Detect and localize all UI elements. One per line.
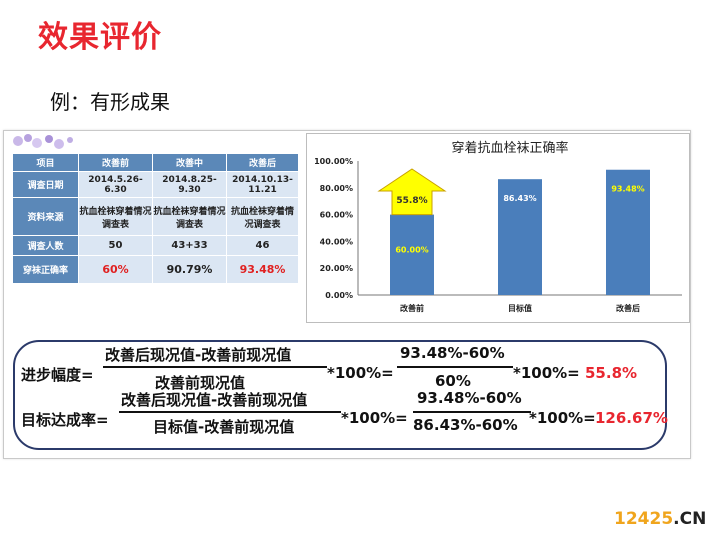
table-header-row: 项目 改善前 改善中 改善后 — [12, 153, 299, 172]
y-tick-label: 0.00% — [325, 291, 353, 300]
table-cell: 抗血栓袜穿着情况调查表 — [152, 197, 227, 236]
table-header: 项目 — [12, 153, 79, 172]
site-watermark: 12425.CN — [614, 509, 706, 529]
formula2-numerator: 改善后现况值-改善前现况值 — [121, 391, 308, 409]
table-cell: 60% — [78, 255, 153, 284]
formula2-fraction-line — [119, 411, 341, 413]
table-cell: 46 — [226, 235, 299, 256]
formula2-denominator: 目标值-改善前现况值 — [153, 418, 295, 436]
table-cell: 2014.5.26-6.30 — [78, 171, 153, 198]
row-label: 资料来源 — [12, 197, 79, 236]
row-label: 调查日期 — [12, 171, 79, 198]
content-panel: 项目 改善前 改善中 改善后 调查日期 2014.5.26-6.30 2014.… — [3, 130, 691, 459]
table-row: 资料来源 抗血栓袜穿着情况调查表 抗血栓袜穿着情况调查表 抗血栓袜穿着情况调查表 — [12, 197, 299, 236]
x-tick-label: 改善前 — [400, 303, 424, 313]
formula1-label: 进步幅度= — [21, 366, 94, 384]
watermark-number: 12425 — [614, 509, 674, 529]
formula2-multiply: *100%= — [341, 409, 408, 427]
formula1-numerator: 改善后现况值-改善前现况值 — [105, 346, 292, 364]
y-tick-label: 80.00% — [320, 184, 353, 193]
formula1-result: 55.8% — [585, 364, 638, 382]
table-header: 改善中 — [152, 153, 227, 172]
table-cell: 90.79% — [152, 255, 227, 284]
bar — [390, 214, 434, 295]
formula1-multiply2: *100%= — [513, 364, 580, 382]
formula1-multiply: *100%= — [327, 364, 394, 382]
formula2-label: 目标达成率= — [21, 411, 109, 429]
watermark-domain: .CN — [673, 509, 707, 529]
table-header: 改善后 — [226, 153, 299, 172]
table-row: 调查人数 50 43+33 46 — [12, 235, 299, 256]
x-tick-label: 改善后 — [616, 303, 640, 313]
floral-decoration-icon — [13, 134, 73, 149]
y-tick-label: 100.00% — [314, 157, 353, 166]
formula2-fraction-line2 — [413, 411, 531, 413]
page-title: 效果评价 — [38, 20, 162, 55]
table-cell: 43+33 — [152, 235, 227, 256]
chart-title: 穿着抗血栓袜正确率 — [451, 140, 568, 156]
x-tick-label: 目标值 — [508, 303, 532, 313]
table-row: 穿袜正确率 60% 90.79% 93.48% — [12, 255, 299, 284]
table-cell: 抗血栓袜穿着情况调查表 — [226, 197, 299, 236]
formula-box: 进步幅度= 改善后现况值-改善前现况值 改善前现况值 *100%= 93.48%… — [13, 340, 668, 450]
table-cell: 抗血栓袜穿着情况调查表 — [78, 197, 153, 236]
bar — [606, 169, 650, 295]
table-cell: 2014.8.25-9.30 — [152, 171, 227, 198]
formula2-denominator2: 86.43%-60% — [413, 416, 518, 434]
formula1-fraction-line2 — [397, 366, 513, 368]
improvement-arrow — [377, 168, 447, 216]
table-row: 调查日期 2014.5.26-6.30 2014.8.25-9.30 2014.… — [12, 171, 299, 198]
chart-frame — [306, 133, 690, 323]
y-tick-label: 40.00% — [320, 237, 353, 246]
table-cell: 2014.10.13-11.21 — [226, 171, 299, 198]
formula1-numerator2: 93.48%-60% — [400, 344, 505, 362]
page-subtitle: 例：有形成果 — [50, 90, 170, 114]
bar-chart: 穿着抗血栓袜正确率 0.00% 20.00% 40.00% 60.00% 80.00% 10… — [314, 140, 682, 313]
table-cell: 50 — [78, 235, 153, 256]
formula2-multiply2: *100%= — [529, 409, 596, 427]
bar — [498, 179, 542, 295]
formula1-denominator2: 60% — [435, 372, 471, 390]
data-label: 93.48% — [611, 185, 644, 194]
y-tick-label: 60.00% — [320, 211, 353, 220]
row-label: 穿袜正确率 — [12, 255, 79, 284]
arrow-label: 55.8% — [396, 196, 427, 206]
survey-table: 项目 改善前 改善中 改善后 调查日期 2014.5.26-6.30 2014.… — [12, 153, 299, 284]
formula1-denominator: 改善前现况值 — [155, 374, 246, 392]
formula2-result: 126.67% — [595, 409, 668, 427]
table-header: 改善前 — [78, 153, 153, 172]
data-label: 86.43% — [503, 194, 536, 203]
y-tick-label: 20.00% — [320, 264, 353, 273]
formula2-numerator2: 93.48%-60% — [417, 389, 522, 407]
formula1-fraction-line — [103, 366, 327, 368]
data-label: 60.00% — [395, 246, 428, 255]
table-cell: 93.48% — [226, 255, 299, 284]
row-label: 调查人数 — [12, 235, 79, 256]
